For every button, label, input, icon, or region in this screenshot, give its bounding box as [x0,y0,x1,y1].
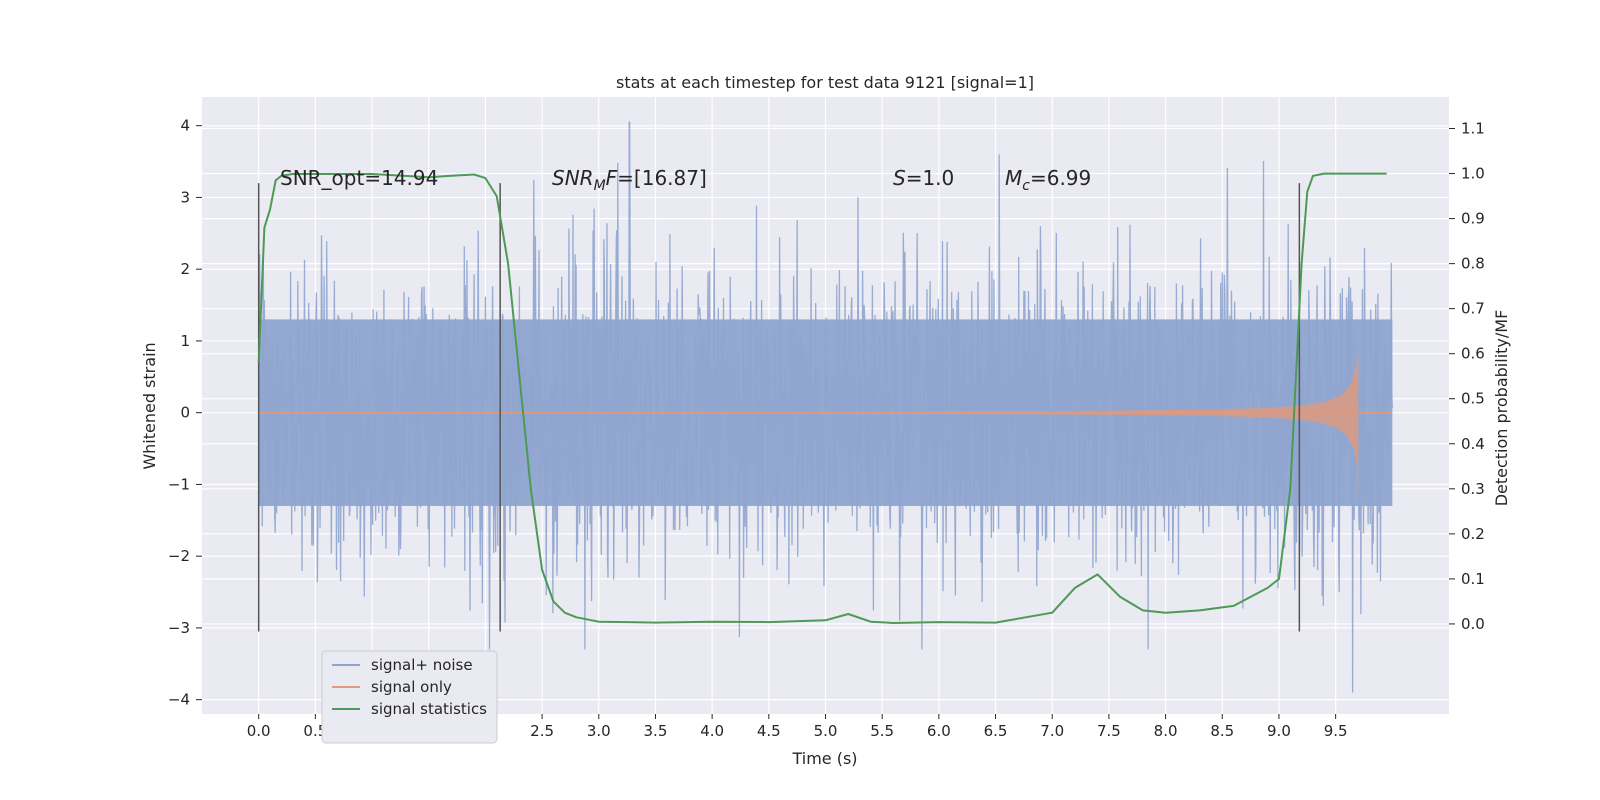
y-left-tick-label: 0 [180,404,190,422]
y-right-tick-label: 0.4 [1461,435,1485,453]
x-tick-label: 4.0 [700,722,724,740]
x-tick-label: 6.0 [927,722,951,740]
s-annotation: S=1.0 [893,166,954,190]
x-tick-label: 7.5 [1097,722,1121,740]
snr-opt-annotation: SNR_opt=14.94 [280,166,438,190]
y-right-tick-label: 0.1 [1461,570,1485,588]
x-tick-label: 9.5 [1324,722,1348,740]
y-left-tick-label: −1 [168,475,190,493]
x-tick-label: 3.5 [644,722,668,740]
mc-value: =6.99 [1030,166,1091,190]
left-axis-label: Whitened strain [140,342,159,469]
snr-mf-value: =[16.87] [617,166,707,190]
y-right-tick-label: 0.6 [1461,345,1485,363]
y-right-tick-label: 0.8 [1461,255,1485,273]
x-tick-label: 5.5 [870,722,894,740]
y-left-tick-label: 2 [180,260,190,278]
signal-only-series [258,348,1393,496]
marker-lines [257,183,1301,632]
y-left-tick-label: 1 [180,332,190,350]
y-left-tick-label: −2 [168,547,190,565]
statistics-curve [257,172,1387,624]
y-right-tick-label: 1.1 [1461,120,1485,138]
legend-label-stats: signal statistics [371,700,487,718]
y-left-tick-label: 3 [180,188,190,206]
x-tick-label: 5.0 [814,722,838,740]
y-right-tick-label: 0.3 [1461,480,1485,498]
legend-box [321,650,498,744]
x-tick-label: 8.5 [1210,722,1234,740]
x-axis-label: Time (s) [791,749,857,768]
snr-mf-annotation: SNRMF=[16.87] [552,166,707,194]
noise-trace [258,121,1393,693]
y-right-tick-label: 0.5 [1461,390,1485,408]
right-axis-label: Detection probability/MF [1492,310,1511,507]
chart-title: stats at each timestep for test data 912… [616,73,1034,92]
x-tick-label: 6.5 [984,722,1008,740]
y-right-tick-label: 0.2 [1461,525,1485,543]
y-right-tick-label: 0.7 [1461,300,1485,318]
s-value: =1.0 [906,166,955,190]
right-axis-ticks: 1.1 1.0 0.9 0.8 0.7 0.6 0.5 0.4 0.3 0.2 0.1 0.0 [1449,120,1485,633]
y-right-tick-label: 1.0 [1461,165,1485,183]
x-tick-label: 4.5 [757,722,781,740]
x-tick-label: 0.0 [247,722,271,740]
x-tick-label: 7.0 [1040,722,1064,740]
y-left-tick-label: 4 [180,117,190,135]
legend-label-signal: signal only [371,678,452,696]
x-tick-label: 9.0 [1267,722,1291,740]
y-left-tick-label: −4 [168,691,190,709]
x-tick-label: 2.5 [530,722,554,740]
left-axis-ticks: 4 3 2 1 0 −1 −2 −3 −4 [168,117,202,709]
x-tick-label: 3.0 [587,722,611,740]
mc-annotation: Mc=6.99 [1005,166,1091,194]
y-right-tick-label: 0.0 [1461,615,1485,633]
legend-label-noise: signal+ noise [371,656,473,674]
x-tick-label: 8.0 [1154,722,1178,740]
y-left-tick-label: −3 [168,619,190,637]
statistics-series [257,172,1387,624]
x-tick-label: 0.5 [303,722,327,740]
y-right-tick-label: 0.9 [1461,210,1485,228]
legend: signal+ noise signal only signal statist… [321,650,498,744]
